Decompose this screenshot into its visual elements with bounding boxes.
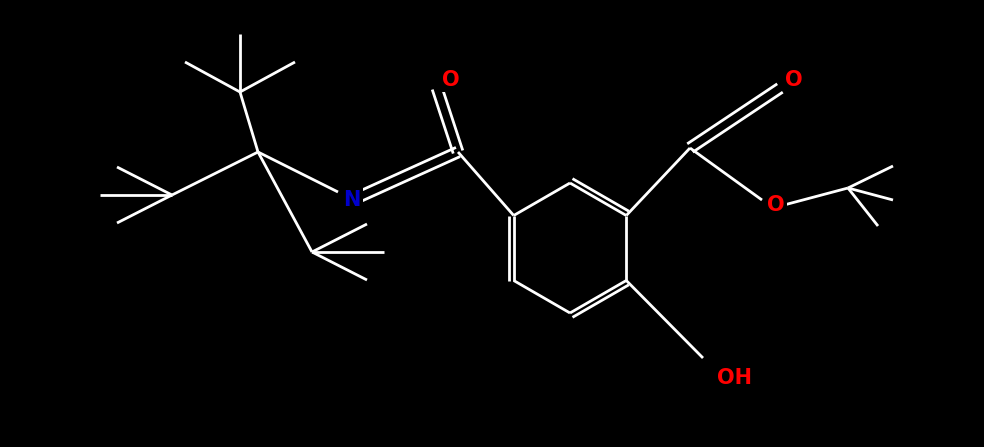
Text: N: N	[343, 190, 361, 210]
Text: OH: OH	[717, 368, 753, 388]
Text: O: O	[768, 195, 785, 215]
Text: O: O	[785, 70, 803, 90]
Text: O: O	[442, 70, 460, 90]
